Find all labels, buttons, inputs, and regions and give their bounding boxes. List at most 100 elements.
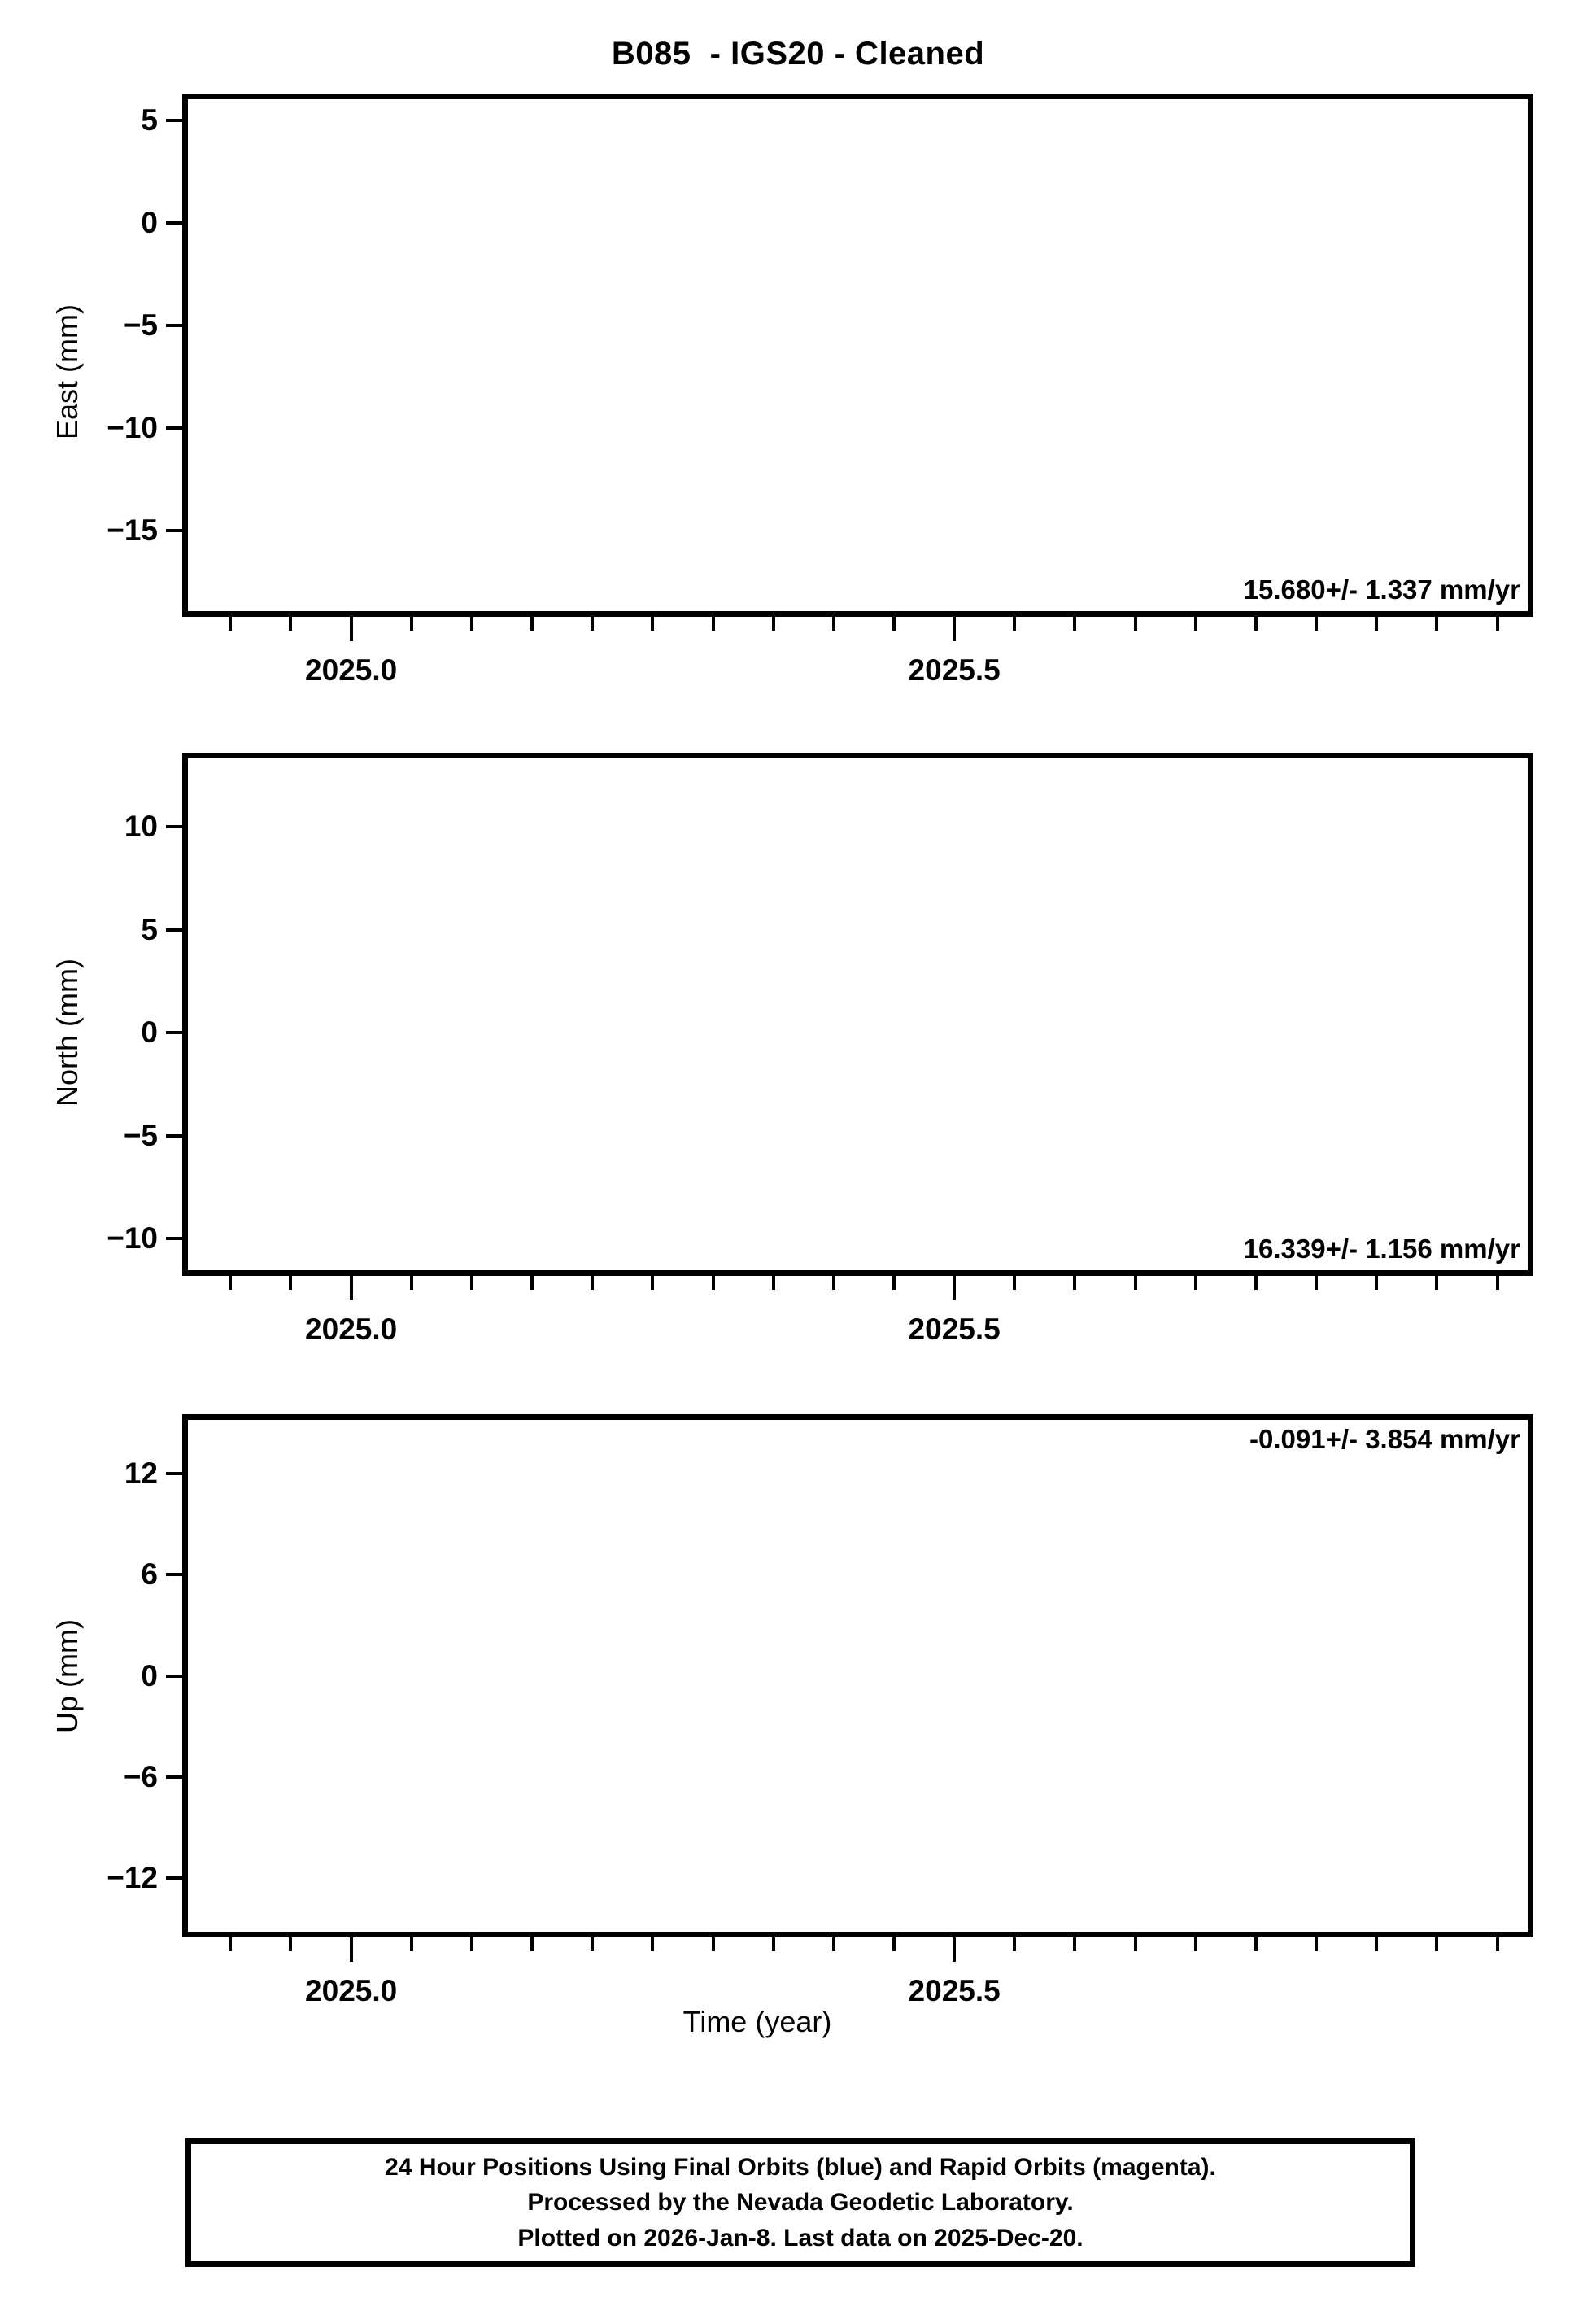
north-x-tick-minor — [1254, 1276, 1258, 1290]
panel-east-frame — [182, 94, 1533, 617]
east-y-tick — [166, 221, 182, 225]
east-x-tick-minor — [289, 617, 293, 631]
up-y-tick — [166, 1775, 182, 1779]
north-y-tick — [166, 1031, 182, 1035]
up-y-tick — [166, 1471, 182, 1475]
up-y-tick-label: −6 — [123, 1759, 158, 1793]
north-y-tick-label: 0 — [141, 1015, 158, 1050]
north-x-tick-minor — [1495, 1276, 1499, 1290]
east-x-tick-label: 2025.5 — [908, 653, 1001, 687]
east-x-tick-minor — [1013, 617, 1017, 631]
east-x-tick-minor — [1133, 617, 1137, 631]
east-x-tick-minor — [1375, 617, 1379, 631]
panel-north: 16.339+/- 1.156 mm/yr — [182, 753, 1533, 1276]
up-x-tick-minor — [1435, 1937, 1439, 1951]
north-y-tick — [166, 1133, 182, 1138]
east-rate-annotation: 15.680+/- 1.337 mm/yr — [1243, 574, 1520, 605]
east-y-tick-label: −10 — [107, 411, 158, 445]
up-x-tick-minor — [289, 1937, 293, 1951]
up-x-tick-minor — [591, 1937, 595, 1951]
up-rate-annotation: -0.091+/- 3.854 mm/yr — [1249, 1424, 1520, 1454]
panel-up-frame — [182, 1414, 1533, 1937]
up-x-tick-minor — [1073, 1937, 1077, 1951]
footer-note-box: 24 Hour Positions Using Final Orbits (bl… — [185, 2138, 1415, 2267]
north-x-tick-minor — [289, 1276, 293, 1290]
east-x-tick-minor — [1315, 617, 1319, 631]
east-x-tick-minor — [1073, 617, 1077, 631]
up-x-tick-minor — [711, 1937, 715, 1951]
up-y-tick-label: 12 — [124, 1456, 158, 1490]
north-x-tick-minor — [1375, 1276, 1379, 1290]
north-x-tick-minor — [1315, 1276, 1319, 1290]
up-x-tick-label: 2025.5 — [908, 1974, 1001, 2007]
up-x-tick-minor — [1193, 1937, 1197, 1951]
up-x-tick-minor — [771, 1937, 775, 1951]
up-x-tick-minor — [530, 1937, 534, 1951]
east-x-tick-minor — [409, 617, 413, 631]
north-y-tick — [166, 928, 182, 932]
north-x-tick-minor — [892, 1276, 896, 1290]
up-x-tick-minor — [1254, 1937, 1258, 1951]
up-x-tick-major — [349, 1937, 353, 1962]
east-x-tick-minor — [1435, 617, 1439, 631]
north-y-tick-label: 5 — [141, 912, 158, 946]
east-x-tick-minor — [1254, 617, 1258, 631]
panel-north-frame — [182, 753, 1533, 1276]
north-x-tick-minor — [771, 1276, 775, 1290]
east-y-tick-label: −15 — [107, 513, 158, 548]
north-x-tick-minor — [1133, 1276, 1137, 1290]
north-x-tick-major — [349, 1276, 353, 1300]
north-y-tick-label: −10 — [107, 1221, 158, 1256]
east-y-tick-label: 0 — [141, 205, 158, 239]
footer-line-1: 24 Hour Positions Using Final Orbits (bl… — [385, 2153, 1216, 2181]
east-x-tick-minor — [892, 617, 896, 631]
north-x-tick-minor — [229, 1276, 233, 1290]
east-x-tick-minor — [651, 617, 655, 631]
east-y-tick-label: 5 — [141, 103, 158, 137]
up-y-tick-label: 0 — [141, 1658, 158, 1692]
up-x-tick-minor — [1315, 1937, 1319, 1951]
up-x-tick-minor — [892, 1937, 896, 1951]
footer-line-3: Plotted on 2026-Jan-8. Last data on 2025… — [517, 2224, 1084, 2251]
north-x-tick-minor — [1013, 1276, 1017, 1290]
up-x-tick-minor — [409, 1937, 413, 1951]
panel-up: -0.091+/- 3.854 mm/yr — [182, 1414, 1533, 1937]
east-y-tick-label: −5 — [123, 308, 158, 342]
north-x-tick-minor — [711, 1276, 715, 1290]
east-x-tick-minor — [1495, 617, 1499, 631]
up-y-tick-label: 6 — [141, 1557, 158, 1592]
east-x-tick-minor — [771, 617, 775, 631]
x-axis-label: Time (year) — [682, 2005, 832, 2038]
up-x-tick-minor — [651, 1937, 655, 1951]
east-x-tick-major — [953, 617, 957, 641]
up-y-tick-label: −12 — [107, 1861, 158, 1895]
north-x-tick-minor — [409, 1276, 413, 1290]
east-x-tick-minor — [229, 617, 233, 631]
up-y-tick — [166, 1876, 182, 1880]
up-x-tick-minor — [1133, 1937, 1137, 1951]
north-x-tick-label: 2025.0 — [305, 1312, 398, 1346]
north-x-tick-minor — [651, 1276, 655, 1290]
footer-line-2: Processed by the Nevada Geodetic Laborat… — [527, 2189, 1074, 2216]
up-x-tick-minor — [469, 1937, 473, 1951]
north-y-tick — [166, 1237, 182, 1241]
north-x-tick-minor — [831, 1276, 835, 1290]
north-y-tick-label: −5 — [123, 1118, 158, 1152]
up-x-tick-minor — [1375, 1937, 1379, 1951]
north-x-tick-minor — [530, 1276, 534, 1290]
north-x-tick-minor — [1435, 1276, 1439, 1290]
up-x-tick-minor — [831, 1937, 835, 1951]
north-x-tick-minor — [1073, 1276, 1077, 1290]
east-x-tick-minor — [469, 617, 473, 631]
north-y-tick-label: 10 — [124, 810, 158, 844]
up-x-tick-label: 2025.0 — [305, 1974, 398, 2007]
panel-east: 15.680+/- 1.337 mm/yr — [182, 94, 1533, 617]
east-x-tick-minor — [530, 617, 534, 631]
page-title: B085 - IGS20 - Cleaned — [611, 36, 985, 72]
up-y-tick — [166, 1573, 182, 1577]
east-y-tick — [166, 529, 182, 533]
north-x-tick-label: 2025.5 — [908, 1312, 1001, 1346]
up-y-tick — [166, 1674, 182, 1678]
north-x-tick-minor — [591, 1276, 595, 1290]
